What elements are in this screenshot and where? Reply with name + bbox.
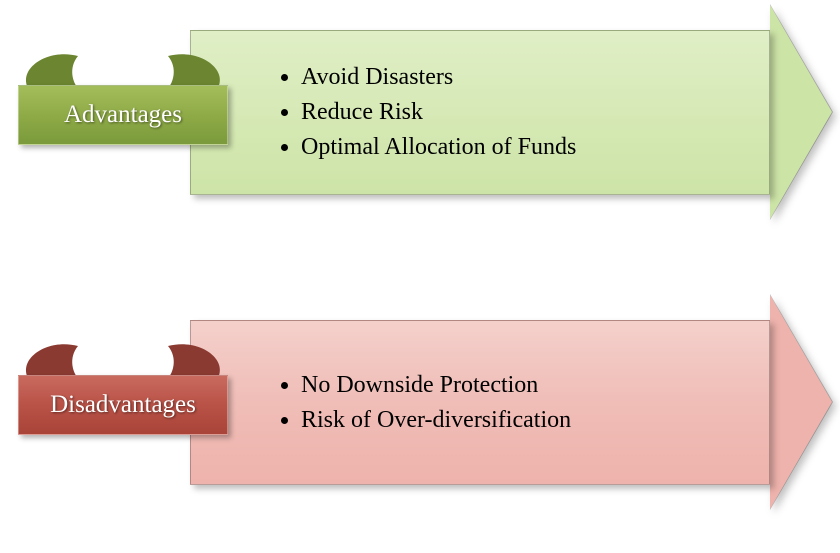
advantages-arrow-body: Avoid Disasters Reduce Risk Optimal Allo… [190,30,770,195]
disadvantages-ribbon: Disadvantages [18,375,228,435]
advantages-ribbon: Advantages [18,85,228,145]
advantages-list: Avoid Disasters Reduce Risk Optimal Allo… [231,60,576,164]
disadvantages-arrow-head [770,295,832,509]
disadvantages-point: Risk of Over-diversification [301,403,571,438]
disadvantages-list: No Downside Protection Risk of Over-dive… [231,368,571,438]
infographic-canvas: Avoid Disasters Reduce Risk Optimal Allo… [0,0,840,553]
disadvantages-point: No Downside Protection [301,368,571,403]
disadvantages-label: Disadvantages [50,391,196,419]
advantages-point: Reduce Risk [301,95,576,130]
advantages-arrow-head [770,5,832,219]
advantages-point: Avoid Disasters [301,60,576,95]
disadvantages-arrow-body: No Downside Protection Risk of Over-dive… [190,320,770,485]
advantages-point: Optimal Allocation of Funds [301,130,576,165]
advantages-label: Advantages [64,101,182,129]
